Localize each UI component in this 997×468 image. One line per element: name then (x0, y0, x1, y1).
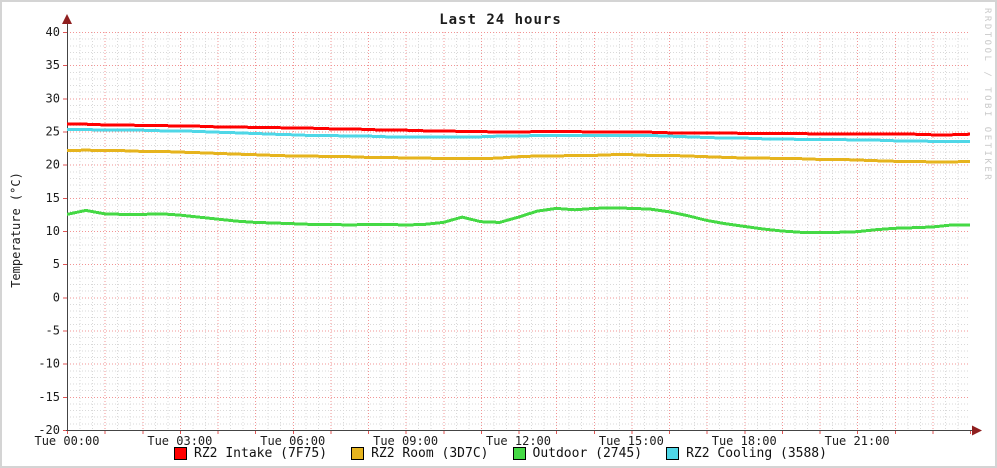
legend: RZ2 Intake (7F75) RZ2 Room (3D7C) Outdoo… (2, 446, 995, 461)
svg-text:Tue 00:00: Tue 00:00 (34, 434, 99, 448)
legend-swatch-outdoor (512, 447, 526, 460)
legend-swatch-cooling (666, 447, 680, 460)
svg-text:Tue 06:00: Tue 06:00 (260, 434, 325, 448)
legend-swatch-intake (174, 447, 188, 460)
svg-text:Tue 03:00: Tue 03:00 (147, 434, 212, 448)
svg-text:-20: -20 (38, 423, 60, 437)
svg-text:Tue 18:00: Tue 18:00 (712, 434, 777, 448)
svg-text:Tue 12:00: Tue 12:00 (486, 434, 551, 448)
legend-item-room: RZ2 Room (3D7C) (351, 446, 489, 461)
svg-text:-10: -10 (38, 357, 60, 371)
watermark-text: RRDTOOL / TOBI OETIKER (982, 8, 992, 183)
svg-text:35: 35 (46, 58, 60, 72)
svg-text:10: 10 (46, 224, 60, 238)
legend-item-intake: RZ2 Intake (7F75) (174, 446, 327, 461)
svg-text:30: 30 (46, 91, 60, 105)
svg-text:40: 40 (46, 25, 60, 39)
legend-label-outdoor: Outdoor (2745) (532, 446, 643, 461)
svg-text:Tue 09:00: Tue 09:00 (373, 434, 438, 448)
legend-item-cooling: RZ2 Cooling (3588) (666, 446, 827, 461)
svg-text:25: 25 (46, 125, 60, 139)
legend-label-cooling: RZ2 Cooling (3588) (686, 446, 827, 461)
svg-text:Tue 21:00: Tue 21:00 (825, 434, 890, 448)
svg-text:Tue 15:00: Tue 15:00 (599, 434, 664, 448)
svg-text:-5: -5 (46, 324, 60, 338)
svg-text:15: 15 (46, 191, 60, 205)
legend-label-intake: RZ2 Intake (7F75) (194, 446, 328, 461)
svg-text:0: 0 (53, 290, 60, 304)
legend-item-outdoor: Outdoor (2745) (512, 446, 643, 461)
svg-text:-15: -15 (38, 390, 60, 404)
legend-label-room: RZ2 Room (3D7C) (371, 446, 489, 461)
legend-swatch-room (351, 447, 365, 460)
svg-text:20: 20 (46, 158, 60, 172)
chart-title: Last 24 hours (439, 12, 562, 28)
svg-text:5: 5 (53, 257, 60, 271)
